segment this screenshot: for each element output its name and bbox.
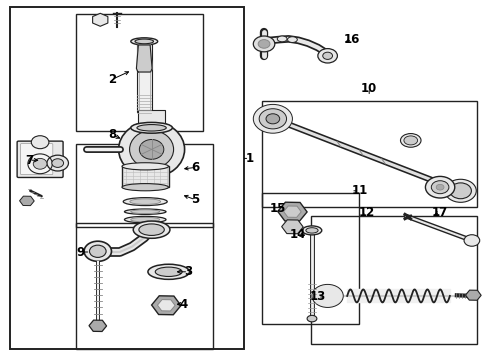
- Bar: [76, 14, 203, 131]
- Bar: [310, 216, 476, 344]
- Circle shape: [322, 52, 332, 59]
- Text: 17: 17: [431, 206, 447, 219]
- Ellipse shape: [130, 38, 157, 45]
- Ellipse shape: [139, 139, 163, 159]
- Ellipse shape: [287, 37, 297, 42]
- Circle shape: [311, 284, 343, 307]
- Circle shape: [430, 181, 448, 194]
- Text: 9: 9: [77, 246, 84, 258]
- Ellipse shape: [155, 267, 182, 276]
- Text: 12: 12: [358, 206, 374, 219]
- Circle shape: [84, 241, 111, 261]
- Bar: [261, 193, 359, 324]
- Ellipse shape: [122, 184, 168, 191]
- Circle shape: [425, 176, 454, 198]
- Ellipse shape: [403, 136, 417, 145]
- Ellipse shape: [124, 209, 165, 214]
- Circle shape: [321, 291, 335, 301]
- Ellipse shape: [129, 130, 173, 168]
- Circle shape: [47, 155, 68, 171]
- Circle shape: [444, 179, 475, 202]
- FancyBboxPatch shape: [17, 141, 63, 177]
- Text: 5: 5: [191, 193, 199, 206]
- Bar: [10, 7, 244, 349]
- Ellipse shape: [147, 264, 189, 279]
- Ellipse shape: [135, 39, 153, 44]
- Text: 10: 10: [360, 82, 377, 95]
- Text: 11: 11: [350, 184, 367, 197]
- Polygon shape: [136, 45, 152, 72]
- Text: 6: 6: [191, 161, 199, 174]
- Ellipse shape: [306, 315, 316, 322]
- FancyBboxPatch shape: [137, 41, 151, 112]
- Circle shape: [258, 40, 269, 48]
- Ellipse shape: [130, 210, 160, 213]
- Ellipse shape: [130, 122, 172, 133]
- Circle shape: [435, 184, 443, 190]
- Circle shape: [52, 159, 63, 167]
- Circle shape: [265, 114, 279, 124]
- Circle shape: [317, 49, 337, 63]
- FancyBboxPatch shape: [122, 166, 168, 187]
- Text: 13: 13: [309, 291, 325, 303]
- Ellipse shape: [33, 158, 47, 169]
- Circle shape: [253, 104, 292, 133]
- Ellipse shape: [137, 125, 166, 131]
- Bar: [76, 144, 212, 227]
- Ellipse shape: [123, 198, 167, 206]
- Text: 14: 14: [289, 228, 306, 240]
- Circle shape: [463, 235, 479, 246]
- Ellipse shape: [305, 228, 318, 233]
- Circle shape: [253, 36, 274, 52]
- Circle shape: [449, 183, 470, 199]
- Text: 7: 7: [25, 154, 33, 167]
- Ellipse shape: [118, 122, 184, 177]
- Ellipse shape: [139, 224, 164, 235]
- FancyBboxPatch shape: [139, 45, 149, 112]
- Ellipse shape: [124, 216, 165, 223]
- Text: 15: 15: [269, 202, 285, 215]
- Bar: [76, 223, 212, 349]
- Circle shape: [31, 136, 49, 149]
- Bar: [138, 110, 164, 128]
- Text: 8: 8: [108, 129, 116, 141]
- Circle shape: [89, 245, 106, 257]
- Circle shape: [259, 109, 286, 129]
- Ellipse shape: [133, 221, 170, 238]
- Ellipse shape: [277, 36, 286, 42]
- Ellipse shape: [122, 163, 168, 170]
- FancyBboxPatch shape: [20, 144, 53, 175]
- Ellipse shape: [130, 217, 160, 222]
- Text: 4: 4: [179, 298, 187, 311]
- Text: 2: 2: [108, 73, 116, 86]
- Ellipse shape: [129, 199, 160, 204]
- Bar: [261, 101, 476, 207]
- Ellipse shape: [400, 134, 420, 147]
- Text: 3: 3: [184, 265, 192, 278]
- Circle shape: [316, 287, 339, 305]
- Text: 16: 16: [343, 33, 360, 46]
- Ellipse shape: [302, 226, 321, 235]
- Text: 1: 1: [245, 152, 253, 165]
